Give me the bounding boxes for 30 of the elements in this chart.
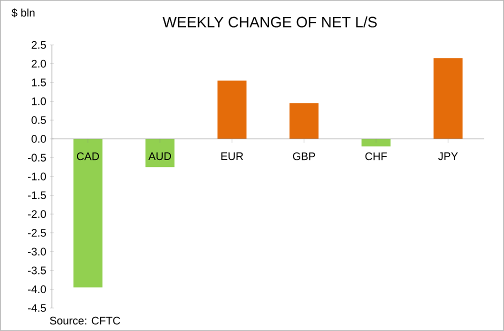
bar [362, 138, 391, 146]
x-tick-label: JPY [438, 152, 458, 160]
bar [217, 80, 246, 139]
x-tick-label: AUD [148, 152, 172, 160]
y-tick-label: -2.5 [28, 229, 46, 237]
x-tick-label: EUR [221, 152, 244, 160]
y-tick-label: -4.0 [28, 285, 46, 294]
y-tick-label: -1.0 [28, 172, 46, 180]
bar [434, 58, 463, 139]
x-tick-label: GBP [292, 152, 316, 160]
y-tick-label: -2.0 [28, 210, 46, 218]
x-tick-label: CAD [76, 152, 99, 160]
y-tick-label: 0.5 [32, 116, 46, 124]
y-tick-label: -4.5 [28, 304, 46, 312]
bar [145, 138, 174, 168]
y-tick-label: 1.0 [32, 97, 46, 106]
y-tick-label: 2.5 [32, 41, 46, 49]
chart-title: WEEKLY CHANGE OF NET L/S [162, 16, 377, 28]
x-tick-label: CHF [365, 152, 387, 160]
y-tick-label: 0.0 [32, 135, 46, 143]
bar [73, 138, 102, 288]
y-tick-label: -3.0 [28, 248, 46, 256]
y-axis-title: $ bln [12, 8, 34, 18]
bar [290, 103, 319, 139]
y-tick-label: 2.0 [32, 60, 46, 68]
y-tick-label: 1.5 [32, 78, 46, 86]
y-tick-label: -0.5 [28, 154, 46, 162]
source-note: Source: CFTC [50, 316, 120, 325]
y-tick-label: -1.5 [28, 191, 46, 200]
y-tick-label: -3.5 [28, 266, 46, 274]
